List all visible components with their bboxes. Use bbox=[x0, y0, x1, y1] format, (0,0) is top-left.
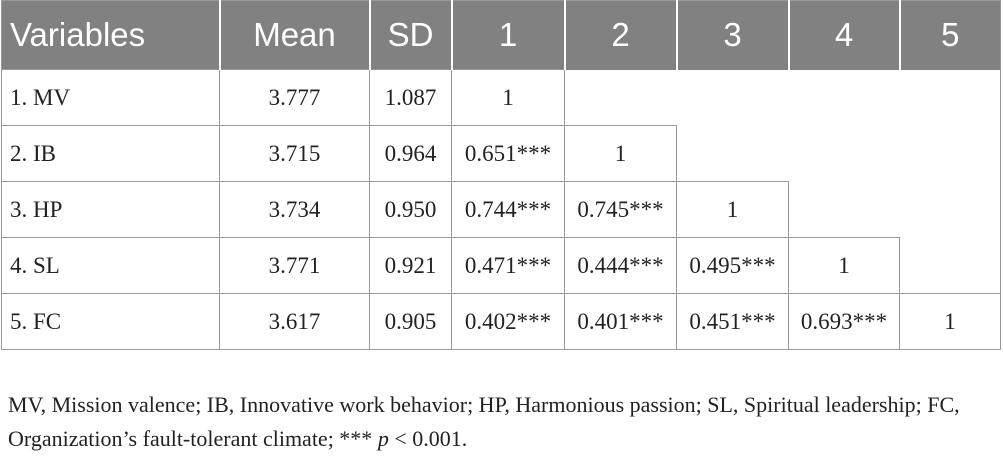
table-cell: 3.734 bbox=[219, 181, 370, 238]
header-cell: Variables bbox=[1, 0, 220, 70]
table-cell: 0.402*** bbox=[451, 293, 565, 350]
table-cell: 0.693*** bbox=[788, 293, 900, 350]
table-cell: 3.617 bbox=[219, 293, 370, 350]
table-cell: 0.451*** bbox=[676, 293, 789, 350]
empty-cell bbox=[900, 238, 1001, 294]
table-cell: 2. IB bbox=[1, 125, 220, 182]
empty-cell bbox=[565, 70, 677, 126]
table-cell: 1 bbox=[899, 293, 1001, 350]
table-cell: 0.964 bbox=[369, 125, 452, 182]
table-cell: 4. SL bbox=[1, 237, 220, 294]
table-cell: 0.651*** bbox=[451, 125, 565, 182]
table-cell: 1 bbox=[564, 125, 677, 182]
table-cell: 0.905 bbox=[369, 293, 452, 350]
table-cell: 0.471*** bbox=[451, 237, 565, 294]
empty-cell bbox=[789, 182, 900, 238]
table-cell: 1 bbox=[451, 69, 565, 126]
header-cell: SD bbox=[368, 0, 452, 70]
table-cell: 0.495*** bbox=[676, 237, 789, 294]
header-cell: 2 bbox=[563, 0, 677, 70]
empty-cell bbox=[900, 182, 1001, 238]
table-cell: 3.771 bbox=[219, 237, 370, 294]
table-cell: 0.444*** bbox=[564, 237, 677, 294]
table-row: 2. IB 3.715 0.964 0.651*** 1 bbox=[1, 125, 1001, 182]
table-cell: 0.744*** bbox=[451, 181, 565, 238]
table-cell: 1 bbox=[788, 237, 900, 294]
header-cell: 5 bbox=[898, 0, 1001, 70]
table-row: 4. SL 3.771 0.921 0.471*** 0.444*** 0.495*** 1 bbox=[1, 237, 1001, 294]
footnote: MV, Mission valence; IB, Innovative work… bbox=[8, 388, 1003, 456]
table-row: 1. MV 3.777 1.087 1 bbox=[1, 69, 1001, 126]
footnote-text: MV, Mission valence; IB, Innovative work… bbox=[8, 392, 960, 451]
table-body: 1. MV 3.777 1.087 1 2. IB 3.715 0.964 0.651*** 1… bbox=[1, 69, 1001, 350]
empty-cell bbox=[789, 70, 900, 126]
header-cell: 1 bbox=[450, 0, 565, 70]
empty-cell bbox=[900, 70, 1001, 126]
empty-cell bbox=[677, 70, 789, 126]
table-cell: 5. FC bbox=[1, 293, 220, 350]
header-row: Variables Mean SD 1 2 3 4 5 bbox=[1, 0, 1001, 70]
header-cell: 3 bbox=[675, 0, 789, 70]
empty-cell bbox=[900, 126, 1001, 182]
table-cell: 1 bbox=[676, 181, 789, 238]
table-cell: 0.401*** bbox=[564, 293, 677, 350]
table-cell: 1. MV bbox=[1, 69, 220, 126]
table-cell: 0.921 bbox=[369, 237, 452, 294]
table-cell: 3. HP bbox=[1, 181, 220, 238]
table-row: 3. HP 3.734 0.950 0.744*** 0.745*** 1 bbox=[1, 181, 1001, 238]
table-cell: 3.777 bbox=[219, 69, 370, 126]
empty-cell bbox=[677, 126, 789, 182]
header-cell: Mean bbox=[218, 0, 370, 70]
footnote-italic: p bbox=[377, 426, 389, 451]
header-cell: 4 bbox=[787, 0, 900, 70]
table-row: 5. FC 3.617 0.905 0.402*** 0.401*** 0.451*** 0… bbox=[1, 293, 1001, 350]
correlation-table: Variables Mean SD 1 2 3 4 5 1. MV 3.777 1.087 1 2. … bbox=[1, 0, 1001, 350]
table-cell: 0.745*** bbox=[564, 181, 677, 238]
footnote-text: < 0.001. bbox=[388, 426, 468, 451]
table-cell: 3.715 bbox=[219, 125, 370, 182]
table-cell: 0.950 bbox=[369, 181, 452, 238]
table-cell: 1.087 bbox=[369, 69, 452, 126]
empty-cell bbox=[789, 126, 900, 182]
